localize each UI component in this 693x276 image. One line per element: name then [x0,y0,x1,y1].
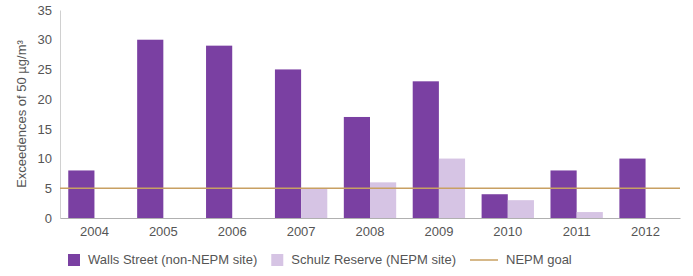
y-tick-label: 0 [45,211,52,226]
y-tick-label: 35 [38,3,52,18]
y-tick-label: 10 [38,151,52,166]
y-tick-label: 30 [38,32,52,47]
x-tick: 2009 [424,218,453,239]
chart: 0510152025303520042005200620072008200920… [0,0,693,276]
bar [577,212,603,218]
bar [413,81,439,218]
y-axis-line [60,11,61,219]
bar [550,170,576,218]
marks [60,40,680,218]
x-tick: 2006 [218,218,247,239]
bar [301,188,327,218]
x-axis: 2004 2005 2006 2007 2008 2009 2010 2011 2012 [61,218,681,239]
x-tick-label: 2007 [287,224,316,239]
y-tick: 15 [38,122,60,137]
legend-item: Schulz Reserve (NEPM site) [271,252,456,267]
y-axis: 0 5 10 15 20 25 30 35 [38,3,61,226]
y-tick: 25 [38,62,60,77]
y-tick: 0 [45,211,60,226]
x-tick: 2011 [563,218,591,239]
bar [508,200,534,218]
bar [275,69,301,218]
plot: 0510152025303520042005200620072008200920… [38,3,681,240]
x-axis-line [61,218,681,219]
legend: Walls Street (non-NEPM site) Schulz Reser… [68,252,572,267]
x-tick-label: 2012 [631,224,660,239]
bar [68,170,94,218]
y-tick: 35 [38,3,60,18]
y-tick-label: 20 [38,92,52,107]
goal-line [60,188,680,190]
x-tick-label: 2008 [356,224,385,239]
legend-swatch [470,259,498,261]
legend-item: Walls Street (non-NEPM site) [68,252,257,267]
y-tick-label: 25 [38,62,52,77]
bar [344,117,370,218]
legend-swatch [68,254,80,266]
y-tick: 20 [38,92,60,107]
x-tick: 2010 [493,218,522,239]
bar [482,194,508,218]
x-tick-label: 2006 [218,224,247,239]
x-tick-label: 2005 [149,224,178,239]
legend-label: NEPM goal [506,252,572,267]
x-tick: 2007 [287,218,316,239]
x-tick-label: 2010 [493,224,522,239]
x-tick-label: 2011 [563,224,591,239]
y-axis-title: Exceedences of 50 µg/m³ [14,39,29,187]
legend-label: Schulz Reserve (NEPM site) [291,252,456,267]
x-tick: 2005 [149,218,178,239]
bar [137,40,163,218]
y-tick: 30 [38,32,60,47]
legend-swatch [271,254,283,266]
y-tick: 10 [38,151,60,166]
y-tick-label: 5 [45,181,52,196]
x-tick: 2008 [356,218,385,239]
y-tick-label: 15 [38,122,52,137]
x-tick-label: 2004 [80,224,109,239]
legend-item: NEPM goal [470,252,572,267]
x-tick: 2004 [80,218,109,239]
bar [206,46,232,218]
x-tick-label: 2009 [424,224,453,239]
x-tick: 2012 [631,218,660,239]
y-tick: 5 [45,181,60,196]
legend-label: Walls Street (non-NEPM site) [88,252,257,267]
